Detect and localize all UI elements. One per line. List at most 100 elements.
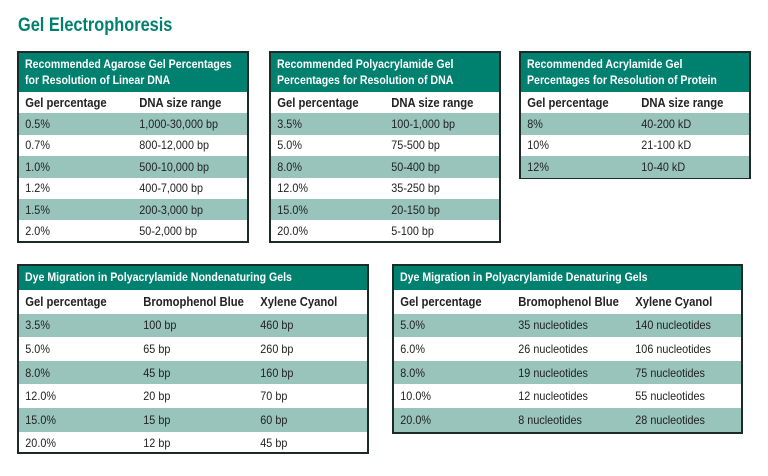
table-cell: 100 bp — [143, 318, 177, 333]
table-row: 5.0% 65 bp 260 bp — [19, 337, 367, 361]
table-title-line: Dye Migration in Polyacrylamide Nondenat… — [25, 272, 292, 284]
table-cell: 12.0% — [25, 389, 56, 404]
table-cell: 28 nucleotides — [635, 412, 705, 427]
table-cell: 10.0% — [400, 389, 431, 404]
table-title-line: Recommended Agarose Gel Percentages — [25, 59, 232, 71]
table-cell: 100-1,000 bp — [391, 117, 455, 132]
table-agarose-dna: Recommended Agarose Gel Percentages for R… — [17, 51, 249, 243]
table-row: 15.0% 15 bp 60 bp — [19, 407, 367, 432]
table-title-line: for Resolution of Linear DNA — [25, 75, 171, 87]
table-row: 1.5% 200-3,000 bp — [19, 198, 247, 221]
table-cell: 60 bp — [260, 412, 288, 427]
table-cell: 35 nucleotides — [518, 318, 588, 333]
column-header-row: Gel percentage Bromophenol Blue Xylene Cya… — [19, 290, 367, 314]
table-cell: 8.0% — [25, 365, 50, 380]
table-title: Dye Migration in Polyacrylamide Nondenat… — [19, 266, 367, 290]
table-row: 2.0% 50-2,000 bp — [19, 220, 247, 241]
table-title-line: Recommended Acrylamide Gel — [527, 59, 683, 71]
table-row: 3.5% 100-1,000 bp — [271, 113, 499, 135]
column-header: Gel percentage — [25, 95, 107, 110]
page-title: Gel Electrophoresis — [18, 15, 173, 36]
table-cell: 5.0% — [25, 341, 50, 356]
table-cell: 45 bp — [143, 365, 171, 380]
table-row: 3.5% 100 bp 460 bp — [19, 313, 367, 338]
table-cell: 106 nucleotides — [635, 341, 711, 356]
table-cell: 21-100 kD — [641, 138, 692, 153]
table-title: Recommended Agarose Gel Percentages for R… — [19, 53, 247, 92]
table-row: 12% 10-40 kD — [521, 156, 749, 178]
column-header-row: Gel percentage DNA size range — [521, 92, 749, 113]
table-title-line: Recommended Polyacrylamide Gel — [277, 59, 454, 71]
table-cell: 50-400 bp — [391, 159, 440, 174]
column-header: Gel percentage — [25, 294, 107, 309]
table-row: 1.2% 400-7,000 bp — [19, 178, 247, 199]
table-cell: 19 nucleotides — [518, 365, 588, 380]
table-cell: 75 nucleotides — [635, 365, 705, 380]
table-cell: 12 bp — [143, 436, 171, 451]
table-title-line: Dye Migration in Polyacrylamide Denaturi… — [400, 272, 648, 284]
column-header: Gel percentage — [527, 95, 609, 110]
table-row: 10.0% 12 nucleotides 55 nucleotides — [394, 384, 741, 408]
table-row: 1.0% 500-10,000 bp — [19, 156, 247, 178]
table-cell: 3.5% — [277, 117, 302, 132]
table-cell: 15.0% — [277, 202, 308, 217]
table-cell: 10% — [527, 138, 549, 153]
table-cell: 20.0% — [25, 436, 56, 451]
table-cell: 20 bp — [143, 389, 171, 404]
table-dye-denaturing: Dye Migration in Polyacrylamide Denaturi… — [392, 264, 743, 434]
table-cell: 460 bp — [260, 318, 294, 333]
table-cell: 140 nucleotides — [635, 318, 711, 333]
table-title: Recommended Acrylamide Gel Percentages fo… — [521, 53, 749, 92]
column-header: DNA size range — [139, 95, 222, 110]
column-header: Xylene Cyanol — [260, 294, 338, 309]
table-cell: 5.0% — [400, 318, 425, 333]
table-row: 12.0% 20 bp 70 bp — [19, 384, 367, 408]
table-cell: 400-7,000 bp — [139, 181, 203, 196]
table-cell: 160 bp — [260, 365, 294, 380]
column-header: DNA size range — [391, 95, 474, 110]
table-row: 8% 40-200 kD — [521, 113, 749, 135]
table-title: Recommended Polyacrylamide Gel Percentage… — [271, 53, 499, 92]
table-row: 5.0% 75-500 bp — [271, 135, 499, 156]
table-cell: 1.0% — [25, 159, 50, 174]
table-cell: 200-3,000 bp — [139, 202, 203, 217]
table-row: 8.0% 50-400 bp — [271, 156, 499, 178]
table-cell: 1.5% — [25, 202, 50, 217]
table-row: 20.0% 8 nucleotides 28 nucleotides — [394, 407, 741, 432]
table-cell: 26 nucleotides — [518, 341, 588, 356]
table-row: 20.0% 5-100 bp — [271, 220, 499, 241]
table-row: 12.0% 35-250 bp — [271, 178, 499, 199]
table-title: Dye Migration in Polyacrylamide Denaturi… — [394, 266, 741, 290]
table-title-line: Percentages for Resolution of DNA — [277, 75, 454, 87]
column-header-row: Gel percentage DNA size range — [271, 92, 499, 113]
table-dye-nondenaturing: Dye Migration in Polyacrylamide Nondenat… — [17, 264, 369, 454]
table-cell: 70 bp — [260, 389, 288, 404]
table-cell: 12% — [527, 159, 549, 174]
table-cell: 8% — [527, 117, 543, 132]
table-cell: 800-12,000 bp — [139, 138, 209, 153]
table-cell: 6.0% — [400, 341, 425, 356]
column-header-row: Gel percentage DNA size range — [19, 92, 247, 113]
table-cell: 12 nucleotides — [518, 389, 588, 404]
column-header-row: Gel percentage Bromophenol Blue Xylene Cya… — [394, 290, 741, 314]
table-cell: 8.0% — [400, 365, 425, 380]
table-row: 20.0% 12 bp 45 bp — [19, 432, 367, 456]
table-cell: 1,000-30,000 bp — [139, 117, 218, 132]
table-cell: 8 nucleotides — [518, 412, 582, 427]
table-row: 15.0% 20-150 bp — [271, 198, 499, 221]
column-header: Gel percentage — [400, 294, 482, 309]
table-cell: 0.5% — [25, 117, 50, 132]
table-row: 8.0% 19 nucleotides 75 nucleotides — [394, 360, 741, 385]
table-cell: 45 bp — [260, 436, 288, 451]
table-row: 6.0% 26 nucleotides 106 nucleotides — [394, 337, 741, 361]
table-cell: 75-500 bp — [391, 138, 440, 153]
table-cell: 8.0% — [277, 159, 302, 174]
table-cell: 12.0% — [277, 181, 308, 196]
table-cell: 35-250 bp — [391, 181, 440, 196]
table-cell: 5.0% — [277, 138, 302, 153]
table-cell: 2.0% — [25, 224, 50, 239]
table-cell: 20-150 bp — [391, 202, 440, 217]
table-acrylamide-protein: Recommended Acrylamide Gel Percentages fo… — [519, 51, 751, 179]
table-cell: 15.0% — [25, 412, 56, 427]
table-row: 0.5% 1,000-30,000 bp — [19, 113, 247, 135]
